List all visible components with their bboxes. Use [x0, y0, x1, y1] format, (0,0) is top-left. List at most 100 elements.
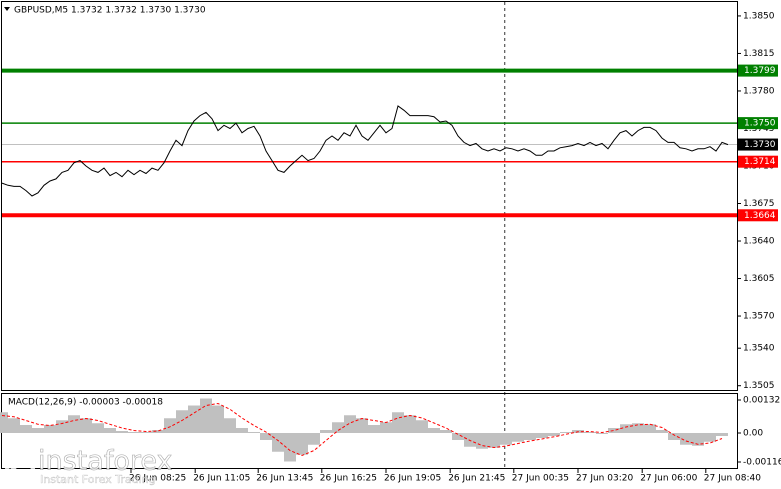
macd-y-tick-label: -0.00116: [743, 458, 781, 468]
macd-bar: [548, 433, 560, 436]
level-tag: [738, 117, 778, 130]
macd-bar: [272, 433, 284, 452]
x-tick-label: 27 Jun 08:40: [704, 474, 761, 484]
macd-bar: [176, 410, 188, 433]
macd-bar: [620, 424, 632, 433]
macd-bar: [608, 428, 620, 433]
macd-bar: [476, 433, 488, 449]
macd-bar: [56, 420, 68, 433]
x-tick-label: 26 Jun 11:05: [193, 474, 250, 484]
macd-bar: [212, 405, 224, 433]
y-tick-label: 1.3675: [743, 199, 775, 209]
macd-bar: [344, 415, 356, 433]
macd-bar: [0, 412, 8, 433]
macd-bar: [284, 433, 296, 462]
macd-bar: [356, 418, 368, 433]
main-frame: [1, 1, 738, 391]
x-tick-label: 26 Jun 13:45: [256, 474, 313, 484]
x-tick-label: 27 Jun 00:35: [512, 474, 569, 484]
chart-title: GBPUSD,M5 1.3732 1.3732 1.3730 1.3730: [14, 6, 206, 16]
macd-bar: [404, 415, 416, 433]
macd-bar: [464, 433, 476, 447]
level-tag: [738, 155, 778, 168]
y-tick-label: 1.3605: [743, 274, 775, 284]
macd-bar: [668, 433, 680, 440]
price-line: [1, 105, 729, 197]
title-arrow: [4, 7, 10, 11]
macd-bar: [680, 433, 692, 445]
y-tick-label: 1.3570: [743, 312, 775, 322]
last-price-label: 1.3730: [744, 140, 776, 150]
watermark-logo-stroke: [8, 450, 32, 474]
macd-bar: [200, 398, 212, 433]
macd-title: MACD(12,26,9) -0.00003 -0.00018: [8, 398, 163, 408]
watermark-logo: [4, 447, 36, 479]
level-tag: [738, 64, 778, 77]
level-tag: [738, 209, 778, 222]
macd-bar: [416, 420, 428, 433]
macd-bar: [68, 415, 80, 433]
macd-bar: [512, 433, 524, 442]
macd-bar: [692, 433, 704, 446]
macd-bar: [704, 433, 716, 442]
macd-bar: [92, 423, 104, 433]
macd-bar: [320, 430, 332, 433]
macd-bar: [80, 418, 92, 433]
x-tick-label: 26 Jun 21:45: [448, 474, 505, 484]
macd-bar: [428, 428, 440, 433]
macd-bar: [392, 412, 404, 433]
macd-bar: [488, 433, 500, 448]
macd-bar: [332, 422, 344, 433]
macd-bar: [380, 422, 392, 433]
macd-y-tick-label: 0.00: [743, 429, 763, 439]
macd-bar: [20, 425, 32, 433]
macd-bar: [44, 425, 56, 433]
macd-bar: [308, 433, 320, 445]
macd-bar: [152, 430, 164, 433]
level-label: 1.3799: [744, 66, 776, 76]
macd-bar: [116, 431, 128, 433]
level-label: 1.3714: [744, 157, 776, 167]
y-tick-label: 1.3780: [743, 86, 775, 96]
macd-bar: [32, 428, 44, 433]
x-tick-label: 26 Jun 08:25: [129, 474, 186, 484]
y-tick-label: 1.3540: [743, 344, 775, 354]
y-tick-label: 1.3640: [743, 237, 775, 247]
macd-y-tick-label: 0.00132: [743, 396, 780, 406]
macd-bar: [536, 433, 548, 438]
y-tick-label: 1.3505: [743, 381, 775, 391]
macd-bar: [296, 433, 308, 455]
watermark-brand: instaforex: [38, 446, 172, 477]
x-tick-label: 26 Jun 16:25: [320, 474, 377, 484]
macd-bar: [644, 424, 656, 433]
macd-bar: [452, 433, 464, 440]
macd-bar: [104, 428, 116, 433]
macd-bar: [440, 430, 452, 433]
macd-bar: [128, 432, 140, 433]
macd-bar: [596, 433, 608, 434]
macd-bar: [236, 428, 248, 433]
macd-bar: [716, 433, 728, 436]
macd-bar: [248, 432, 260, 433]
macd-bar: [368, 425, 380, 433]
watermark-tagline: Instant Forex Trading: [40, 473, 156, 486]
last-price-tag: [738, 138, 778, 151]
level-label: 1.3664: [744, 211, 776, 221]
level-label: 1.3750: [744, 119, 776, 129]
macd-bar: [584, 432, 596, 433]
x-tick-label: 27 Jun 06:00: [640, 474, 697, 484]
watermark: instaforex Instant Forex Trading: [4, 445, 173, 486]
signal-line: [1, 402, 723, 457]
macd-bar: [524, 433, 536, 440]
y-tick-label: 1.3850: [743, 11, 775, 21]
macd-bar: [188, 405, 200, 433]
macd-bar: [500, 433, 512, 445]
macd-bar: [140, 432, 152, 433]
macd-bar: [8, 418, 20, 433]
macd-bar: [164, 418, 176, 433]
macd-bar: [656, 430, 668, 433]
macd-bar: [560, 432, 572, 433]
